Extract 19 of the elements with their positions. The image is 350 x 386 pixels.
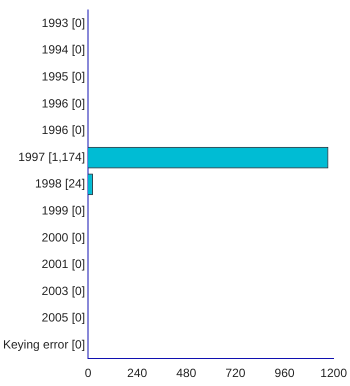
y-tick-label: 1996 [0] [42, 96, 86, 110]
y-tick-label: 1997 [1,174] [18, 150, 86, 164]
y-tick-label: 2003 [0] [42, 284, 86, 298]
x-tick-label: 720 [225, 366, 246, 380]
y-tick-label: 1995 [0] [42, 70, 86, 84]
y-tick-label: 1998 [24] [34, 176, 86, 191]
y-tick-label: 1999 [0] [42, 204, 86, 218]
x-tick-label: 240 [127, 366, 148, 380]
x-tick-label: 1200 [320, 366, 348, 380]
x-tick-label: 480 [176, 366, 197, 380]
y-tick-label: 1996 [0] [42, 123, 86, 138]
y-tick-label: 2005 [0] [42, 310, 86, 325]
y-tick-label: 2000 [0] [42, 230, 86, 244]
y-tick-label: Keying error [0] [2, 338, 86, 352]
x-tick-label: 0 [84, 366, 92, 380]
x-tick-label: 960 [274, 366, 295, 380]
y-tick-label: 2001 [0] [42, 257, 86, 272]
y-tick-label: 1994 [0] [42, 42, 86, 57]
y-tick-label: 1993 [0] [42, 16, 86, 30]
